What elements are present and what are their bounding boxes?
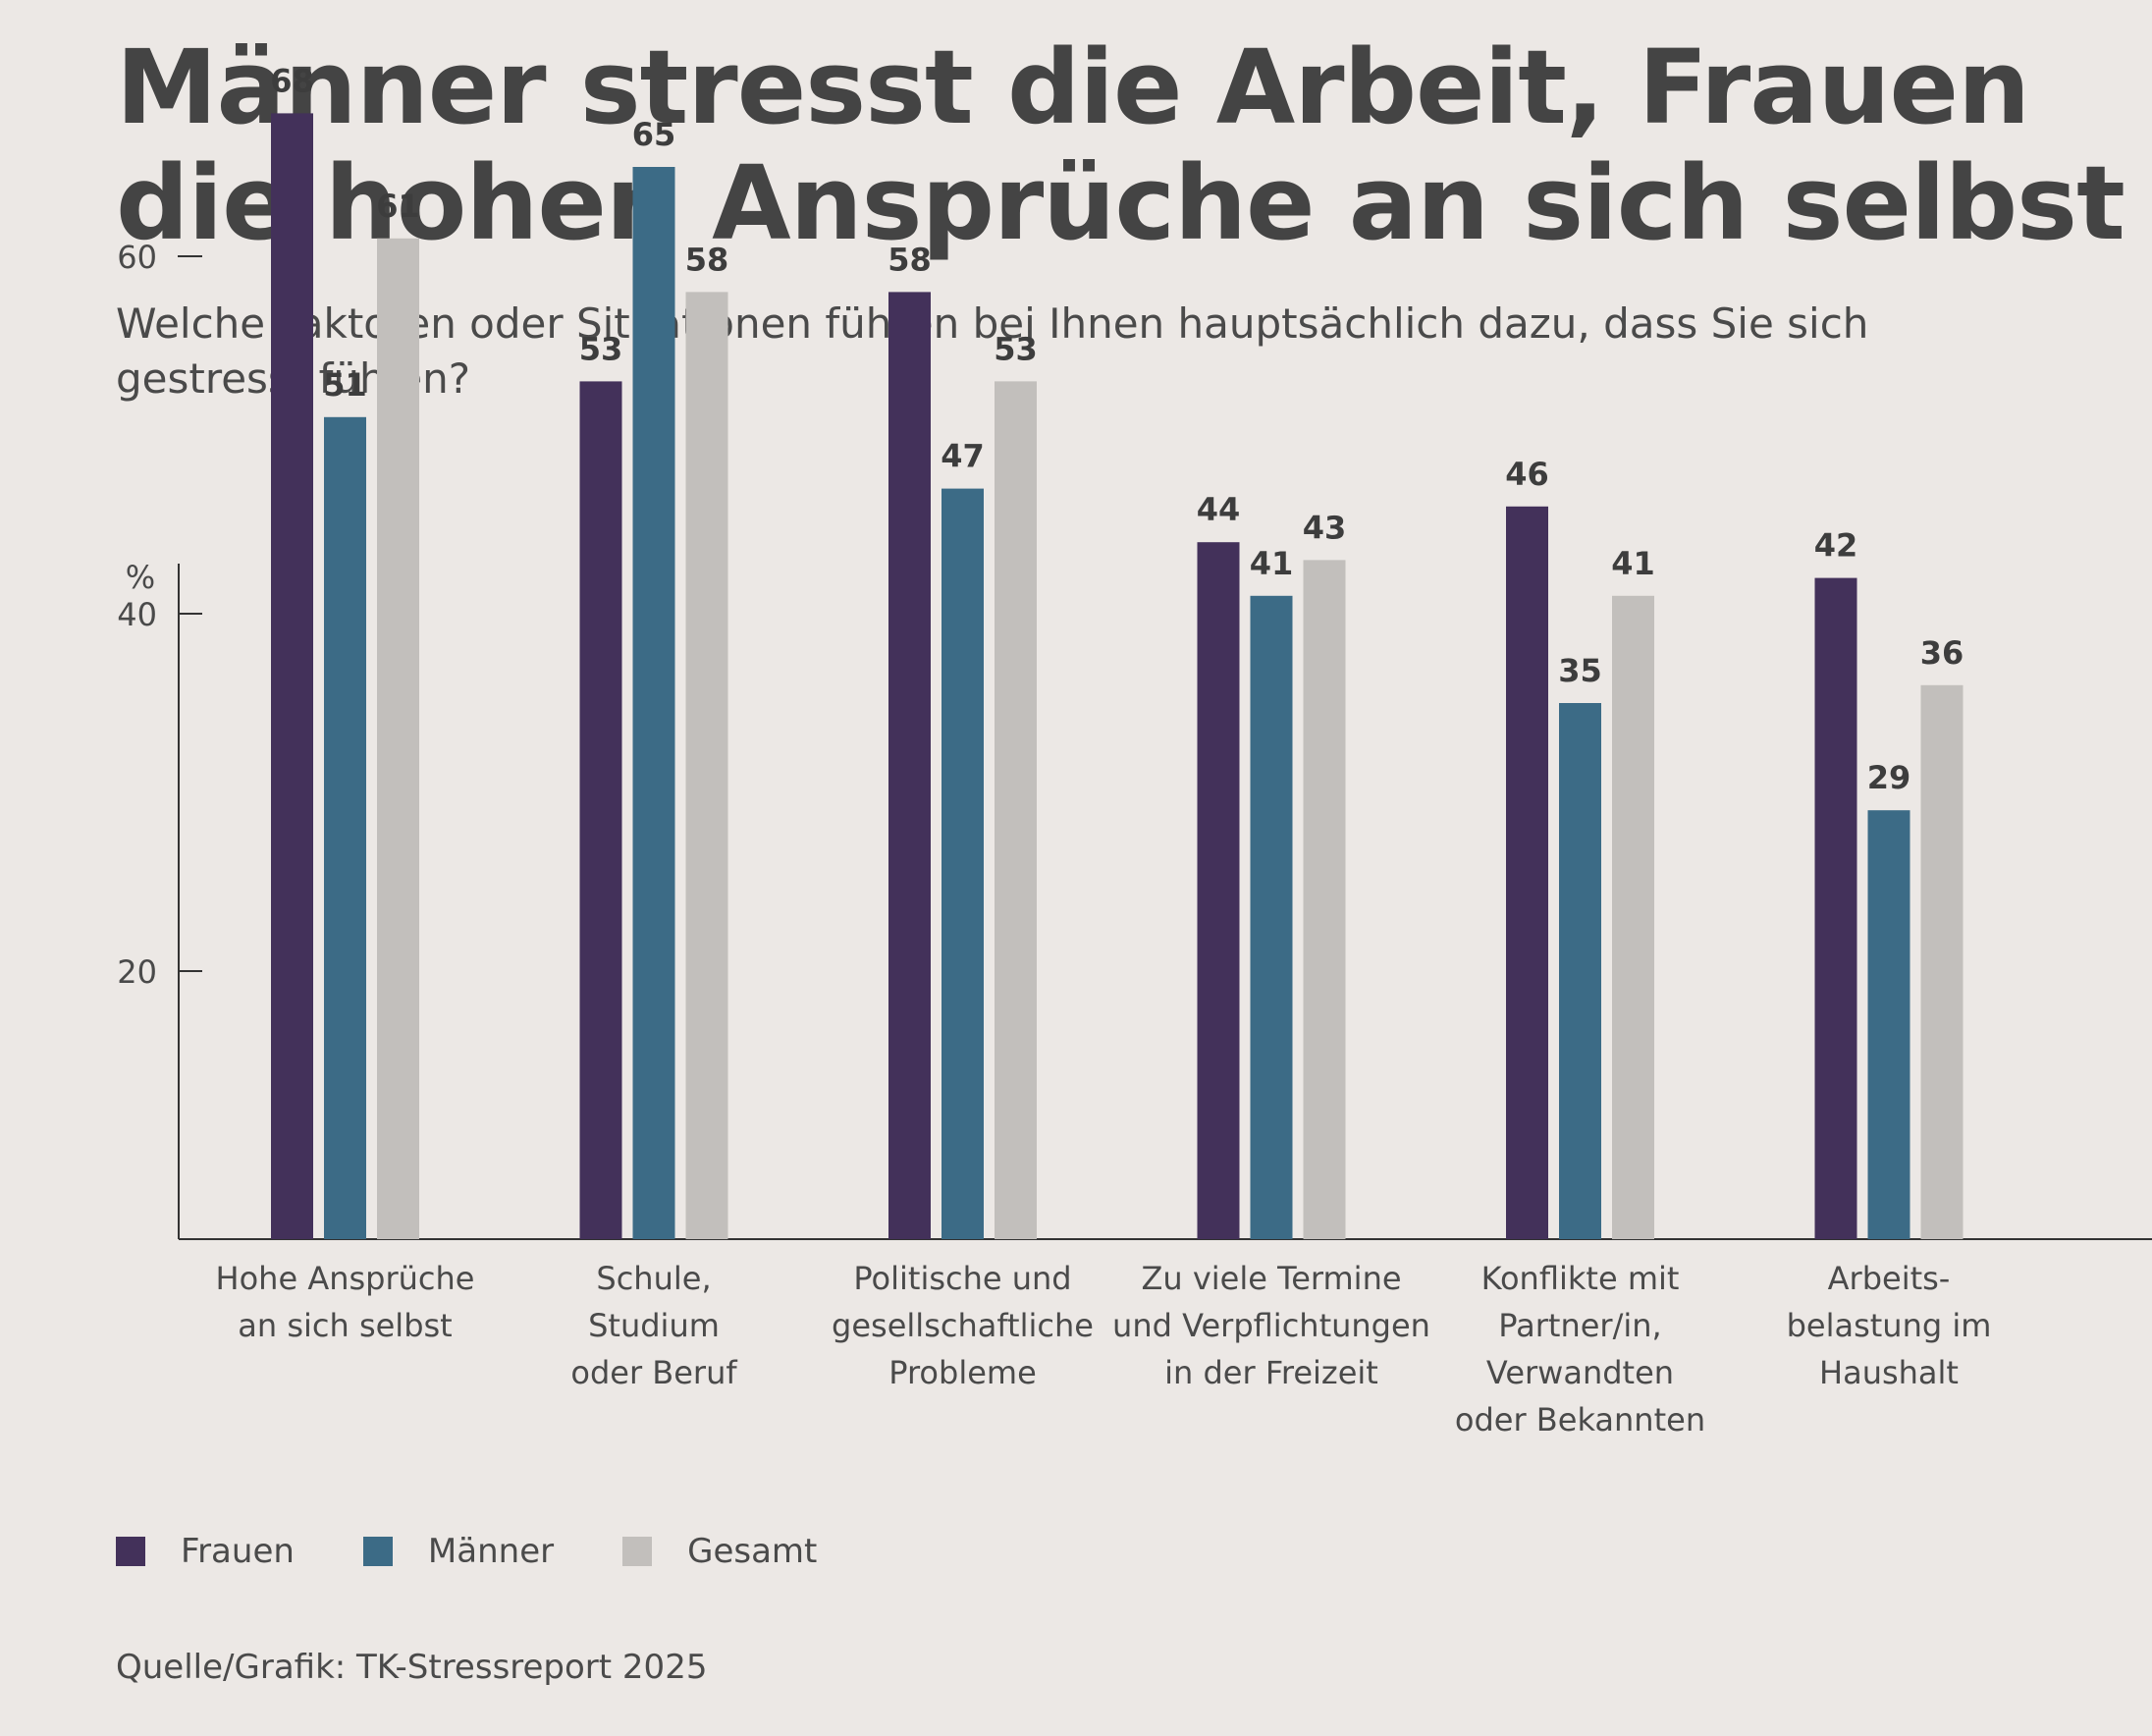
bar-maenner-5 <box>1559 703 1601 1239</box>
legend-item-maenner: Männer <box>362 1532 555 1571</box>
bar-gesamt-1 <box>377 238 419 1240</box>
legend-item-frauen: Frauen <box>116 1532 295 1571</box>
source-note: Quelle/Grafik: TK-Stressreport 2025 <box>116 1648 708 1687</box>
category-label-5-line-4: oder Bekannten <box>1455 1401 1705 1438</box>
value-label-gesamt-3: 53 <box>994 330 1038 367</box>
category-label-3-line-3: Probleme <box>888 1354 1037 1391</box>
category-label-6-line-1: Arbeits- <box>1828 1260 1951 1297</box>
bar-gesamt-3 <box>995 381 1037 1239</box>
legend-label-frauen: Frauen <box>181 1532 295 1571</box>
category-label-3-line-1: Politische und <box>853 1260 1071 1297</box>
bar-maenner-6 <box>1867 810 1910 1239</box>
bar-gesamt-4 <box>1303 560 1346 1239</box>
value-label-gesamt-1: 61 <box>376 188 420 225</box>
category-label-5-line-2: Partner/in, <box>1498 1307 1661 1344</box>
value-label-maenner-3: 47 <box>941 438 985 475</box>
category-label-1-line-2: an sich selbst <box>238 1307 452 1344</box>
category-label-5-line-1: Konflikte mit <box>1481 1260 1680 1297</box>
value-label-maenner-4: 41 <box>1250 545 1294 582</box>
category-label-1-line-1: Hohe Ansprüche <box>216 1260 475 1297</box>
legend-label-gesamt: Gesamt <box>687 1532 818 1571</box>
y-tick-label-60: 60 <box>117 239 157 276</box>
value-label-maenner-1: 51 <box>323 366 367 404</box>
value-label-frauen-3: 58 <box>888 241 932 278</box>
bar-frauen-5 <box>1506 506 1548 1239</box>
category-label-2-line-1: Schule, <box>596 1260 711 1297</box>
value-label-maenner-6: 29 <box>1867 759 1911 796</box>
y-axis-unit-label: % <box>126 559 155 596</box>
value-label-frauen-6: 42 <box>1814 527 1858 565</box>
legend-swatch-frauen <box>116 1537 145 1566</box>
value-label-frauen-1: 68 <box>270 62 314 99</box>
bar-gesamt-5 <box>1612 595 1654 1239</box>
value-label-gesamt-5: 41 <box>1611 545 1655 582</box>
category-label-4-line-3: in der Freizeit <box>1164 1354 1378 1391</box>
bar-frauen-6 <box>1814 577 1857 1239</box>
bar-gesamt-2 <box>685 292 728 1239</box>
bar-frauen-3 <box>888 292 931 1239</box>
category-label-4-line-2: und Verpflichtungen <box>1112 1307 1430 1344</box>
y-tick-label-40: 40 <box>117 596 157 633</box>
category-label-2-line-2: Studium <box>588 1307 720 1344</box>
value-label-frauen-2: 53 <box>579 330 623 367</box>
page-title-line-1: Männer stresst die Arbeit, Frauen <box>116 27 2030 147</box>
page-title-line-2: die hohen Ansprüche an sich selbst <box>116 143 2125 263</box>
legend: Frauen Männer Gesamt <box>116 1532 886 1571</box>
value-label-maenner-2: 65 <box>632 116 676 153</box>
bar-maenner-1 <box>324 416 366 1239</box>
category-label-2-line-3: oder Beruf <box>570 1354 737 1391</box>
category-label-4-line-1: Zu viele Termine <box>1141 1260 1401 1297</box>
legend-swatch-maenner <box>362 1537 393 1566</box>
value-label-gesamt-4: 43 <box>1303 509 1347 546</box>
value-label-maenner-5: 35 <box>1558 652 1602 689</box>
legend-swatch-gesamt <box>622 1537 653 1566</box>
category-label-6-line-2: belastung im <box>1787 1307 1992 1344</box>
bar-frauen-1 <box>271 113 313 1239</box>
value-label-frauen-4: 44 <box>1197 491 1241 528</box>
category-label-6-line-3: Haushalt <box>1819 1354 1959 1391</box>
category-label-3-line-2: gesellschaftliche <box>832 1307 1094 1344</box>
value-label-frauen-5: 46 <box>1505 456 1549 493</box>
category-label-5-line-3: Verwandten <box>1486 1354 1674 1391</box>
bar-gesamt-6 <box>1920 684 1964 1239</box>
bar-maenner-2 <box>632 167 675 1239</box>
bar-maenner-4 <box>1250 595 1293 1239</box>
value-label-gesamt-6: 36 <box>1920 634 1964 672</box>
bar-maenner-3 <box>942 488 984 1240</box>
value-label-gesamt-2: 58 <box>685 241 729 278</box>
legend-item-gesamt: Gesamt <box>622 1532 817 1571</box>
legend-label-maenner: Männer <box>427 1532 555 1571</box>
bar-chart: % 20 40 60 68 51 61 Hohe Ansprüche an sich selbs… <box>117 62 2152 1438</box>
bar-frauen-4 <box>1197 542 1240 1239</box>
y-tick-label-20: 20 <box>117 953 157 991</box>
page-title: Männer stresst die Arbeit, Frauen die ho… <box>116 27 2125 263</box>
bar-frauen-2 <box>579 381 622 1239</box>
